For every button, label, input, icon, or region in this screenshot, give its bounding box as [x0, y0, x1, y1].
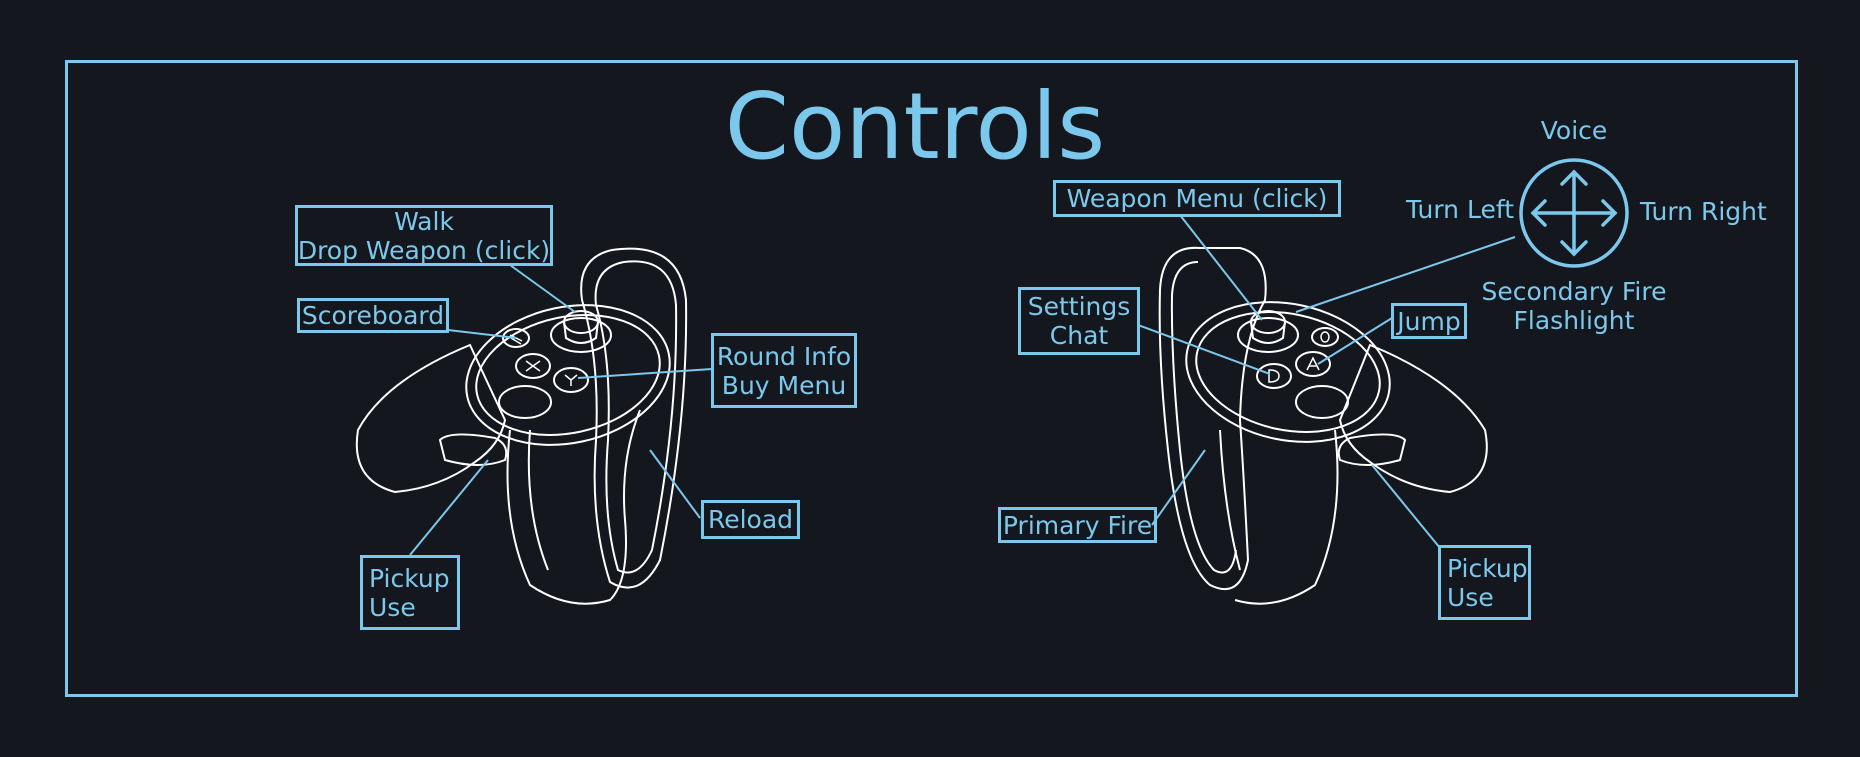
diagram-border: [65, 60, 1798, 697]
weapon-menu-text: Weapon Menu (click): [1066, 184, 1328, 213]
label-right-thumbstick: Weapon Menu (click): [1053, 180, 1341, 217]
pickup-text: Pickup: [369, 563, 450, 593]
buy-menu-text: Buy Menu: [721, 370, 847, 400]
label-right-grip: Pickup Use: [1438, 545, 1531, 620]
dpad-left-label: Turn Left: [1406, 195, 1514, 224]
secondary-fire-text: Secondary Fire: [1481, 277, 1667, 306]
left-controller-icon: [355, 247, 688, 605]
label-right-button-b: Settings Chat: [1018, 287, 1140, 355]
pickup-text: Pickup: [1447, 553, 1528, 583]
chat-text: Chat: [1049, 321, 1109, 350]
flashlight-text: Flashlight: [1513, 306, 1635, 335]
label-right-trigger: Primary Fire: [998, 507, 1157, 543]
four-way-arrow-icon: [1519, 158, 1629, 268]
drop-weapon-text: Drop Weapon (click): [297, 235, 551, 265]
label-left-grip: Pickup Use: [360, 555, 460, 630]
label-left-thumbstick: Walk Drop Weapon (click): [295, 205, 553, 266]
dpad-right-label: Turn Right: [1640, 197, 1767, 226]
jump-text: Jump: [1397, 306, 1461, 336]
scoreboard-text: Scoreboard: [301, 301, 445, 330]
label-left-button-y: Round Info Buy Menu: [711, 333, 857, 408]
right-controller-icon: [1158, 246, 1488, 605]
label-left-trigger: Reload: [701, 500, 800, 539]
settings-text: Settings: [1027, 292, 1131, 321]
use-text: Use: [369, 592, 416, 622]
callout-lines: [409, 214, 1516, 556]
round-info-text: Round Info: [716, 341, 852, 371]
walk-text: Walk: [394, 206, 454, 236]
label-left-menu-button: Scoreboard: [297, 298, 449, 333]
reload-text: Reload: [707, 505, 794, 534]
use-text: Use: [1447, 582, 1494, 612]
page-title: Controls: [724, 73, 1106, 180]
label-right-button-a: Jump: [1391, 303, 1467, 339]
primary-fire-text: Primary Fire: [1002, 510, 1153, 540]
dpad-up-label: Voice: [1540, 116, 1608, 145]
dpad-down-label: Secondary Fire Flashlight: [1474, 277, 1674, 335]
